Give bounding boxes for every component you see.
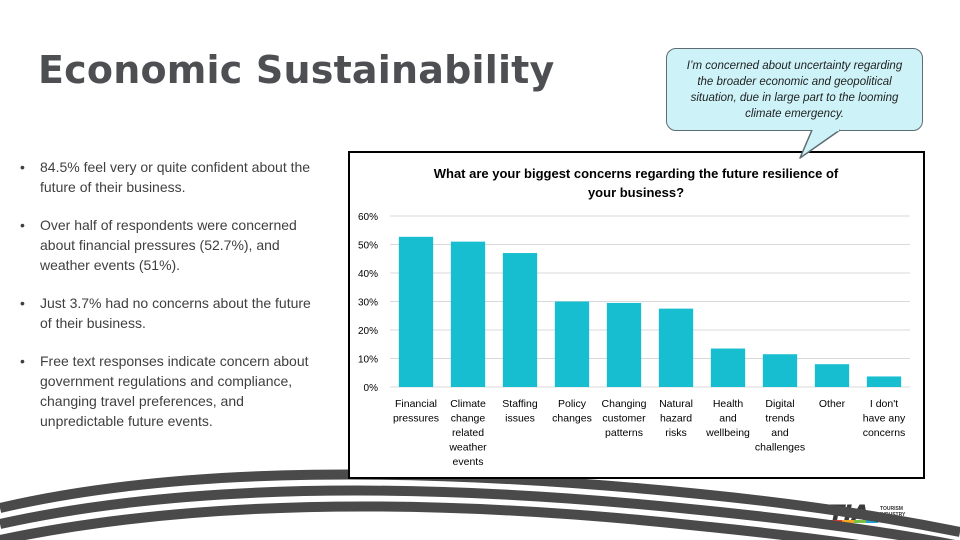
x-tick-label-line: I don't bbox=[870, 398, 898, 410]
x-tick-label-line: Policy bbox=[558, 398, 587, 410]
x-tick-label-line: events bbox=[453, 456, 484, 468]
x-tick-label-line: weather bbox=[448, 442, 487, 454]
x-tick-label-line: pressures bbox=[393, 413, 439, 425]
bullet-item: • Just 3.7% had no concerns about the fut… bbox=[18, 293, 318, 333]
x-tick-label-line: wellbeing bbox=[705, 427, 750, 439]
y-tick-label: 0% bbox=[364, 383, 379, 394]
x-tick-label: Financial pressures bbox=[393, 398, 439, 425]
bullet-dot: • bbox=[20, 353, 25, 369]
x-tick-label-line: hazard bbox=[660, 413, 692, 425]
x-tick-label: Policy changes bbox=[552, 398, 592, 425]
x-tick-label: Staffing issues bbox=[502, 398, 538, 425]
x-tick-label-line: challenges bbox=[755, 442, 805, 454]
x-tick-label-line: change bbox=[451, 413, 486, 425]
x-tick-label: Other bbox=[819, 398, 846, 410]
bar bbox=[762, 354, 798, 387]
chart-frame: What are your biggest concerns regarding… bbox=[348, 151, 925, 479]
x-tick-label-line: concerns bbox=[863, 427, 906, 439]
x-tick-label-line: have any bbox=[863, 413, 906, 425]
bullet-text: Over half of respondents were concerned … bbox=[40, 217, 297, 273]
y-tick-label: 10% bbox=[358, 355, 378, 366]
slide-title: Economic Sustainability bbox=[38, 48, 555, 92]
y-tick-label: 50% bbox=[358, 241, 378, 252]
x-tick-label: Changing customer patterns bbox=[602, 398, 647, 439]
x-tick-label: Climate change related weather events bbox=[448, 398, 487, 468]
chart-title-line-1: What are your biggest concerns regarding… bbox=[434, 166, 839, 181]
x-tick-label-line: Climate bbox=[450, 398, 486, 410]
x-tick-label-line: Financial bbox=[395, 398, 437, 410]
bullet-item: • 84.5% feel very or quite confident abou… bbox=[18, 157, 318, 197]
bullet-text: 84.5% feel very or quite confident about… bbox=[40, 159, 311, 195]
x-tick-label-line: related bbox=[452, 427, 484, 439]
x-tick-label-line: customer bbox=[602, 413, 646, 425]
bullet-dot: • bbox=[20, 295, 25, 311]
bullet-item: • Over half of respondents were concerned… bbox=[18, 215, 318, 275]
x-tick-label-line: issues bbox=[505, 413, 535, 425]
logo-name-line: TOURISM bbox=[880, 506, 903, 512]
y-tick-label: 20% bbox=[358, 326, 378, 337]
y-tick-label: 60% bbox=[358, 212, 378, 223]
x-tick-label-line: Staffing bbox=[502, 398, 538, 410]
x-tick-label-line: Changing bbox=[602, 398, 647, 410]
bullet-dot: • bbox=[20, 159, 25, 175]
bar bbox=[554, 301, 590, 387]
bar bbox=[398, 236, 434, 387]
bar bbox=[866, 376, 902, 387]
bullet-text: Free text responses indicate concern abo… bbox=[40, 353, 309, 429]
x-tick-label-line: Digital bbox=[765, 398, 794, 410]
x-tick-label-line: Other bbox=[819, 398, 846, 410]
x-tick-label-line: and bbox=[719, 413, 737, 425]
x-tick-label-line: risks bbox=[665, 427, 687, 439]
bullet-list: • 84.5% feel very or quite confident abou… bbox=[18, 157, 318, 449]
quote-callout: I’m concerned about uncertainty regardin… bbox=[666, 48, 923, 131]
decorative-swoosh bbox=[0, 469, 960, 540]
callout-quote-text: I’m concerned about uncertainty regardin… bbox=[686, 60, 903, 120]
bar bbox=[450, 241, 486, 387]
x-tick-label-line: Natural bbox=[659, 398, 693, 410]
x-tick-label: Natural hazard risks bbox=[659, 398, 693, 439]
x-tick-label-line: and bbox=[771, 427, 789, 439]
bullet-item: • Free text responses indicate concern ab… bbox=[18, 351, 318, 431]
bar bbox=[502, 253, 538, 387]
x-tick-label: Health and wellbeing bbox=[705, 398, 750, 439]
concerns-bar-chart: What are your biggest concerns regarding… bbox=[358, 166, 910, 468]
bullet-text: Just 3.7% had no concerns about the futu… bbox=[40, 295, 311, 331]
y-tick-label: 40% bbox=[358, 269, 378, 280]
bar bbox=[658, 308, 694, 387]
x-tick-label-line: patterns bbox=[605, 427, 643, 439]
bar bbox=[814, 364, 850, 387]
x-tick-label-line: Health bbox=[713, 398, 744, 410]
x-tick-label: I don't have any concerns bbox=[863, 398, 906, 439]
bullet-dot: • bbox=[20, 217, 25, 233]
chart-title-line-2: your business? bbox=[588, 185, 684, 200]
bar bbox=[710, 348, 746, 387]
bar bbox=[606, 302, 642, 387]
y-tick-label: 30% bbox=[358, 298, 378, 309]
x-tick-label-line: trends bbox=[765, 413, 794, 425]
x-tick-label-line: changes bbox=[552, 413, 592, 425]
x-tick-label: Digital trends and challenges bbox=[755, 398, 805, 454]
